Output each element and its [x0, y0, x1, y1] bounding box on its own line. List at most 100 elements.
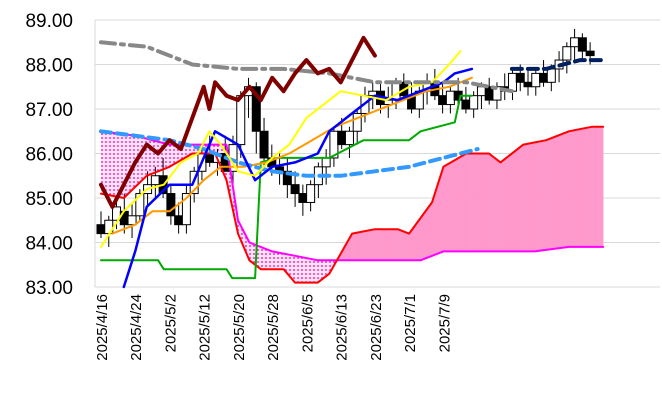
- cloud-segment: [548, 137, 553, 250]
- x-tick-label: 2025/6/13: [334, 294, 351, 361]
- candle-body: [461, 99, 471, 110]
- cloud-segment: [172, 144, 176, 166]
- x-tick-label: 2025/6/23: [368, 294, 385, 361]
- cloud-segment: [494, 157, 498, 252]
- y-tick-label: 84.00: [25, 234, 73, 255]
- cloud-segment: [414, 221, 418, 261]
- cloud-segment: [397, 228, 401, 261]
- cloud-segment: [312, 259, 315, 283]
- cloud-segment: [152, 140, 156, 174]
- cloud-segment: [363, 230, 367, 261]
- cloud-segment: [582, 127, 587, 248]
- cloud-segment: [306, 258, 310, 283]
- cloud-segment: [403, 231, 407, 261]
- cloud-segment: [140, 137, 144, 182]
- cloud-segment: [269, 250, 273, 270]
- cloud-segment: [597, 126, 601, 248]
- cloud-segment: [286, 254, 290, 276]
- cloud-segment: [585, 127, 590, 248]
- cloud-segment: [166, 143, 170, 168]
- cloud-segment: [562, 131, 567, 248]
- cloud-segment: [300, 256, 304, 283]
- cloud-segment: [451, 159, 456, 252]
- cloud-segment: [497, 159, 501, 252]
- cloud-segment: [289, 254, 293, 280]
- cloud-segment: [571, 129, 575, 248]
- cloud-segment: [534, 141, 538, 252]
- cloud-segment: [383, 228, 387, 261]
- series-line-trend: [99, 40, 514, 94]
- cloud-segment: [600, 126, 604, 248]
- series-line-span-b: [100, 130, 605, 262]
- cloud-segment: [103, 131, 107, 195]
- cloud-segment: [292, 255, 296, 283]
- series-line-chikou: [99, 35, 377, 209]
- cloud-segment: [525, 143, 530, 252]
- cloud-segment: [123, 134, 127, 198]
- cloud-segment: [371, 228, 376, 261]
- cloud-segment: [543, 139, 547, 251]
- candle-body: [507, 72, 517, 92]
- cloud-segment: [594, 126, 598, 248]
- cloud-segment: [545, 138, 550, 251]
- candle-body: [585, 50, 595, 57]
- candle-body: [562, 46, 572, 61]
- cloud-segment: [503, 157, 507, 252]
- cloud-segment: [314, 259, 318, 283]
- cloud-segment: [183, 144, 187, 159]
- cloud-segment: [463, 153, 467, 252]
- cloud-segment: [109, 132, 113, 196]
- cloud-segment: [394, 228, 398, 261]
- cloud-segment: [437, 175, 441, 254]
- cloud-segment: [169, 144, 173, 167]
- cloud-segment: [257, 245, 261, 270]
- cloud-segment: [283, 253, 287, 273]
- cloud-segment: [445, 163, 450, 252]
- cloud-segment: [540, 140, 544, 251]
- cloud-segment: [485, 153, 490, 252]
- cloud-segment: [297, 256, 301, 283]
- candle-body: [181, 193, 191, 226]
- series-line-ma-short: [100, 50, 462, 248]
- cloud-segment: [531, 142, 535, 252]
- candle-body: [344, 130, 354, 146]
- candle-body: [166, 193, 176, 217]
- cloud-segment: [249, 242, 253, 263]
- candle-body: [476, 86, 486, 97]
- cloud-segment: [460, 154, 464, 252]
- cloud-segment: [368, 229, 373, 261]
- candle-body: [321, 157, 331, 168]
- cloud-segment: [175, 144, 179, 164]
- cloud-segment: [488, 152, 493, 252]
- cloud-segment: [112, 132, 116, 197]
- cloud-segment: [454, 158, 458, 252]
- cloud-segment: [388, 228, 393, 261]
- candle-body: [174, 215, 184, 226]
- candle-body: [469, 95, 479, 110]
- cloud-segment: [400, 229, 404, 261]
- cloud-segment: [443, 164, 447, 252]
- cloud-segment: [477, 153, 481, 252]
- cloud-segment: [491, 155, 495, 252]
- indicator-lines: [99, 35, 606, 289]
- cloud-segment: [560, 133, 564, 249]
- cloud-segment: [126, 134, 130, 196]
- candle-body: [515, 72, 525, 83]
- cloud-segment: [426, 205, 430, 259]
- cloud-segment: [380, 228, 384, 261]
- cloud-segment: [303, 257, 307, 283]
- y-tick-label: 83.00: [25, 278, 73, 299]
- cloud-segment: [129, 134, 133, 193]
- candle-body: [570, 37, 580, 48]
- cloud-segment: [360, 231, 364, 261]
- candle-body: [352, 112, 362, 132]
- y-tick-label: 87.00: [25, 100, 73, 121]
- x-tick-label: 2025/4/16: [94, 294, 111, 361]
- cloud-segment: [577, 128, 581, 248]
- candle-body: [127, 215, 137, 226]
- cloud-segment: [517, 146, 521, 252]
- x-tick-label: 2025/5/2: [162, 294, 179, 352]
- cloud-segment: [588, 126, 593, 248]
- candle-body: [306, 184, 316, 203]
